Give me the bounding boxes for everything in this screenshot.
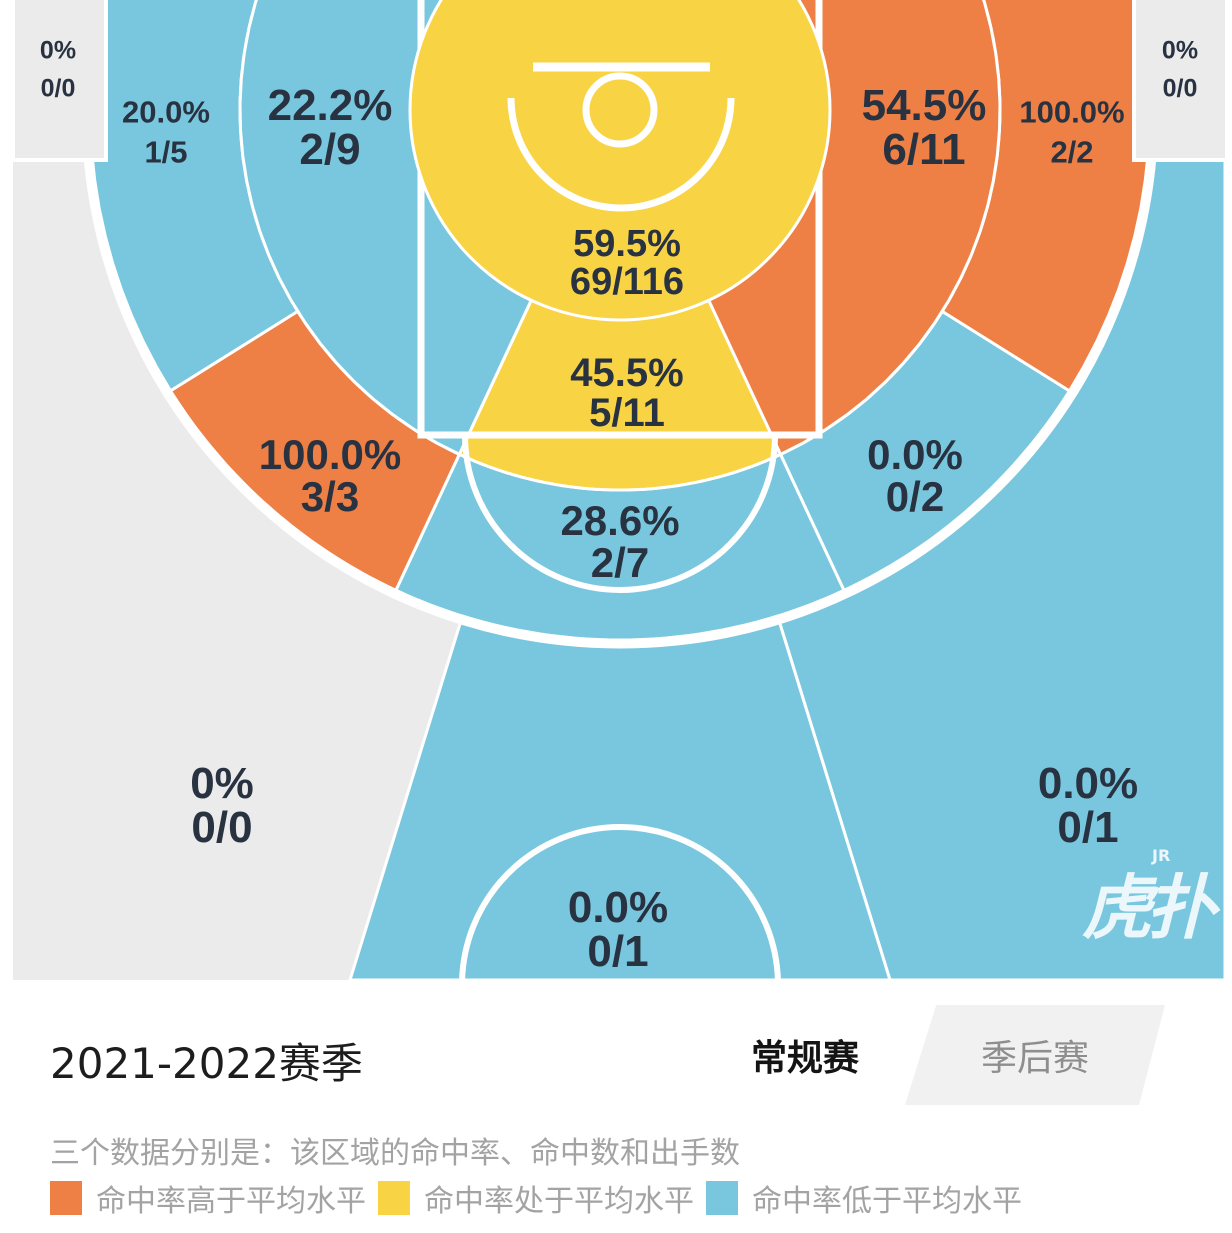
zone-label-left-wing-long2: 100.0% 3/3 <box>258 431 402 520</box>
zone-left-corner <box>13 0 108 162</box>
tab-regular-season[interactable]: 常规赛 <box>680 1005 930 1105</box>
legend-item-average: 命中率处于平均水平 <box>378 1176 694 1220</box>
legend-label: 命中率处于平均水平 <box>424 1184 694 1219</box>
legend-item-below: 命中率低于平均水平 <box>706 1176 1022 1220</box>
data-explanation-note: 三个数据分别是：该区域的命中率、命中数和出手数 <box>50 1136 740 1171</box>
zone-label-right-baseline-long2: 100.0% 2/2 <box>1019 94 1125 170</box>
hupu-logo: 虎扑 JR <box>1082 846 1216 949</box>
tab-label: 常规赛 <box>750 1038 859 1079</box>
zone-label-restricted: 59.5% 69/116 <box>569 223 685 303</box>
zone-label-left-corner: 0% 0/0 <box>39 36 77 103</box>
zone-label-right-wing-three: 0.0% 0/1 <box>1037 759 1139 852</box>
free-throw-circle <box>462 434 778 593</box>
center-circle <box>459 824 781 980</box>
legend-swatch <box>706 1181 738 1215</box>
zone-right-corner <box>1132 0 1225 162</box>
zone-label-top-key-long2: 28.6% 2/7 <box>560 497 680 586</box>
tab-label: 季后赛 <box>980 1038 1089 1079</box>
zone-label-left-baseline-long2: 20.0% 1/5 <box>122 94 210 170</box>
zone-label-right-corner: 0% 0/0 <box>1161 36 1199 103</box>
restricted-arc <box>507 97 735 212</box>
legend-label: 命中率低于平均水平 <box>752 1184 1022 1219</box>
zone-restricted-area <box>408 0 832 322</box>
zone-label-left-mid: 22.2% 2/9 <box>267 81 393 174</box>
legend-item-above: 命中率高于平均水平 <box>50 1176 366 1220</box>
zone-label-left-wing-three: 0% 0/0 <box>190 759 254 852</box>
legend-swatch <box>50 1181 82 1215</box>
season-type-tabs: 季后赛 常规赛 <box>680 1005 1165 1105</box>
rim <box>582 72 658 148</box>
tab-playoffs[interactable]: 季后赛 <box>905 1005 1165 1105</box>
season-title: 2021-2022赛季 <box>50 1039 363 1088</box>
zone-label-right-wing-long2: 0.0% 0/2 <box>867 431 963 520</box>
shot-chart-court <box>13 0 1225 980</box>
legend: 命中率高于平均水平 命中率处于平均水平 命中率低于平均水平 <box>50 1176 1034 1220</box>
legend-label: 命中率高于平均水平 <box>96 1184 366 1219</box>
zone-label-top-three: 0.0% 0/1 <box>567 883 669 976</box>
zone-label-right-mid: 54.5% 6/11 <box>861 81 987 174</box>
paint-lane <box>417 0 823 439</box>
legend-swatch <box>378 1181 410 1215</box>
zone-label-paint: 45.5% 5/11 <box>570 351 684 435</box>
